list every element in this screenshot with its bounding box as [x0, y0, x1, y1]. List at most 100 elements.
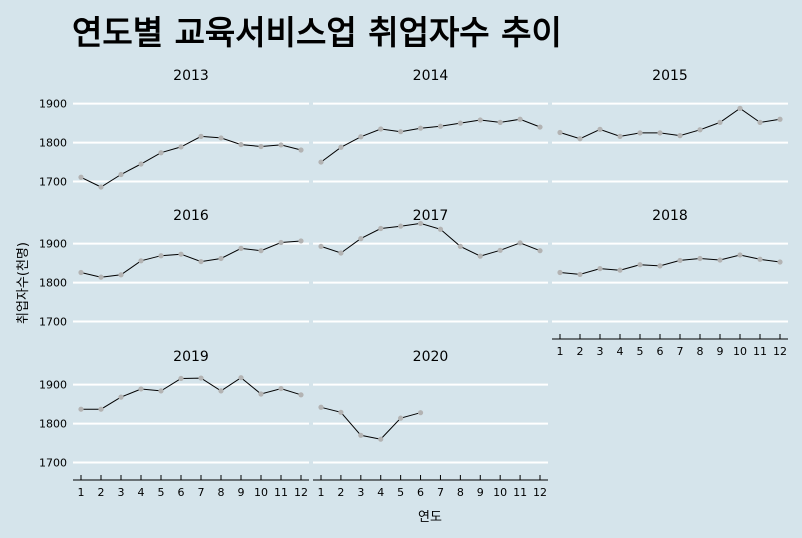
- data-point: [78, 174, 84, 180]
- data-point: [298, 147, 304, 153]
- panel-title: 2019: [173, 349, 209, 365]
- panel-title: 2014: [413, 68, 449, 84]
- y-tick-label: 1900: [39, 379, 67, 392]
- data-point: [777, 259, 783, 265]
- data-point: [417, 410, 424, 416]
- series-line-2016: [80, 240, 302, 278]
- data-point: [358, 134, 364, 140]
- data-point: [338, 144, 344, 150]
- series-line-2013: [80, 135, 302, 188]
- data-point: [178, 251, 184, 257]
- y-tick-label: 1900: [39, 98, 67, 111]
- data-point: [517, 116, 523, 122]
- x-tick-label: 10: [733, 345, 747, 358]
- data-point: [417, 125, 424, 131]
- data-point: [358, 236, 364, 242]
- x-tick-label: 5: [158, 486, 165, 499]
- data-point: [118, 394, 124, 400]
- data-point: [318, 159, 324, 165]
- data-point: [677, 257, 683, 264]
- panel-title: 2015: [652, 68, 688, 84]
- x-tick-label: 12: [533, 486, 547, 499]
- panel-title: 2018: [652, 208, 688, 224]
- data-point: [717, 257, 723, 263]
- data-point: [757, 119, 763, 125]
- data-point: [477, 253, 483, 259]
- data-point: [278, 239, 284, 246]
- data-point: [697, 255, 703, 262]
- x-tick-label: 4: [617, 345, 624, 358]
- data-point: [457, 120, 463, 126]
- x-tick-label: 7: [198, 486, 205, 499]
- data-point: [278, 142, 284, 148]
- data-point: [138, 258, 144, 264]
- data-point: [198, 375, 204, 381]
- data-point: [637, 262, 643, 268]
- data-point: [557, 129, 563, 136]
- data-point: [398, 129, 404, 135]
- x-tick-label: 3: [357, 486, 364, 499]
- data-point: [697, 127, 703, 133]
- data-point: [497, 247, 503, 253]
- y-tick-label: 1800: [39, 277, 67, 290]
- data-point: [318, 404, 324, 410]
- data-point: [238, 141, 244, 148]
- data-point: [298, 238, 304, 244]
- data-point: [417, 220, 424, 227]
- data-point: [557, 269, 563, 276]
- x-tick-label: 2: [337, 486, 344, 499]
- data-point: [198, 133, 204, 139]
- data-point: [677, 133, 683, 139]
- data-point: [98, 184, 104, 190]
- x-tick-label: 4: [377, 486, 384, 499]
- data-point: [378, 225, 384, 232]
- data-point: [717, 119, 723, 125]
- data-point: [318, 243, 324, 250]
- data-point: [158, 388, 164, 394]
- data-point: [398, 415, 404, 421]
- data-point: [118, 171, 124, 178]
- data-point: [138, 386, 144, 392]
- panel-title: 2017: [413, 208, 449, 224]
- data-point: [218, 135, 224, 141]
- data-point: [238, 375, 244, 381]
- data-point: [398, 223, 404, 229]
- series-line-2018: [559, 254, 781, 275]
- x-tick-label: 7: [677, 345, 684, 358]
- y-tick-label: 1900: [39, 238, 67, 251]
- x-tick-label: 3: [118, 486, 125, 499]
- data-point: [757, 256, 763, 262]
- data-point: [378, 436, 384, 442]
- x-tick-label: 9: [238, 486, 245, 499]
- chart-title: 연도별 교육서비스업 취업자수 추이: [72, 13, 562, 52]
- x-axis-title: 연도: [418, 510, 442, 525]
- y-tick-label: 1700: [39, 457, 67, 470]
- x-tick-label: 6: [417, 486, 424, 499]
- data-point: [118, 272, 124, 278]
- x-tick-label: 3: [597, 345, 604, 358]
- data-point: [477, 117, 483, 123]
- data-point: [78, 269, 84, 276]
- x-tick-label: 8: [697, 345, 704, 358]
- data-point: [437, 123, 444, 129]
- data-point: [577, 136, 583, 142]
- data-point: [138, 161, 144, 167]
- data-point: [218, 388, 224, 394]
- panel-title: 2013: [173, 68, 209, 84]
- data-point: [258, 248, 264, 254]
- series-line-2017: [320, 222, 541, 257]
- data-point: [238, 245, 244, 251]
- x-tick-label: 6: [657, 345, 664, 358]
- x-tick-label: 9: [717, 345, 724, 358]
- data-point: [218, 255, 224, 262]
- series-line-2019: [81, 377, 302, 410]
- x-tick-label: 2: [577, 345, 584, 358]
- data-point: [597, 265, 603, 272]
- data-point: [657, 263, 663, 269]
- data-point: [637, 130, 643, 136]
- data-point: [577, 271, 583, 278]
- data-point: [158, 253, 164, 259]
- data-point: [437, 226, 444, 232]
- data-point: [98, 274, 104, 280]
